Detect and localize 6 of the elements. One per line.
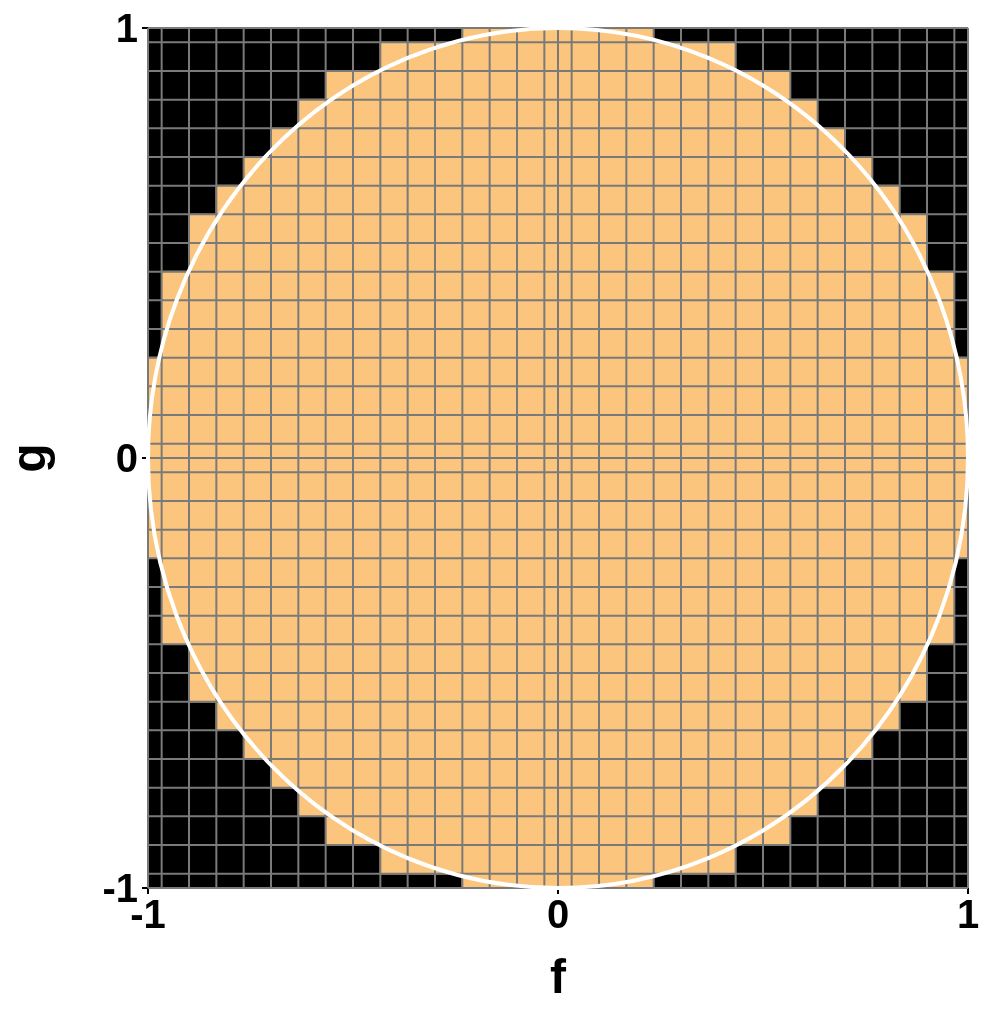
x-tick-label: 1: [956, 892, 980, 936]
y-axis-title: g: [2, 443, 56, 473]
x-tick-label: 0: [546, 892, 570, 936]
y-tick-label: 0: [115, 436, 138, 480]
x-axis-title: f: [550, 950, 568, 1003]
y-tick-label: 1: [115, 6, 138, 50]
